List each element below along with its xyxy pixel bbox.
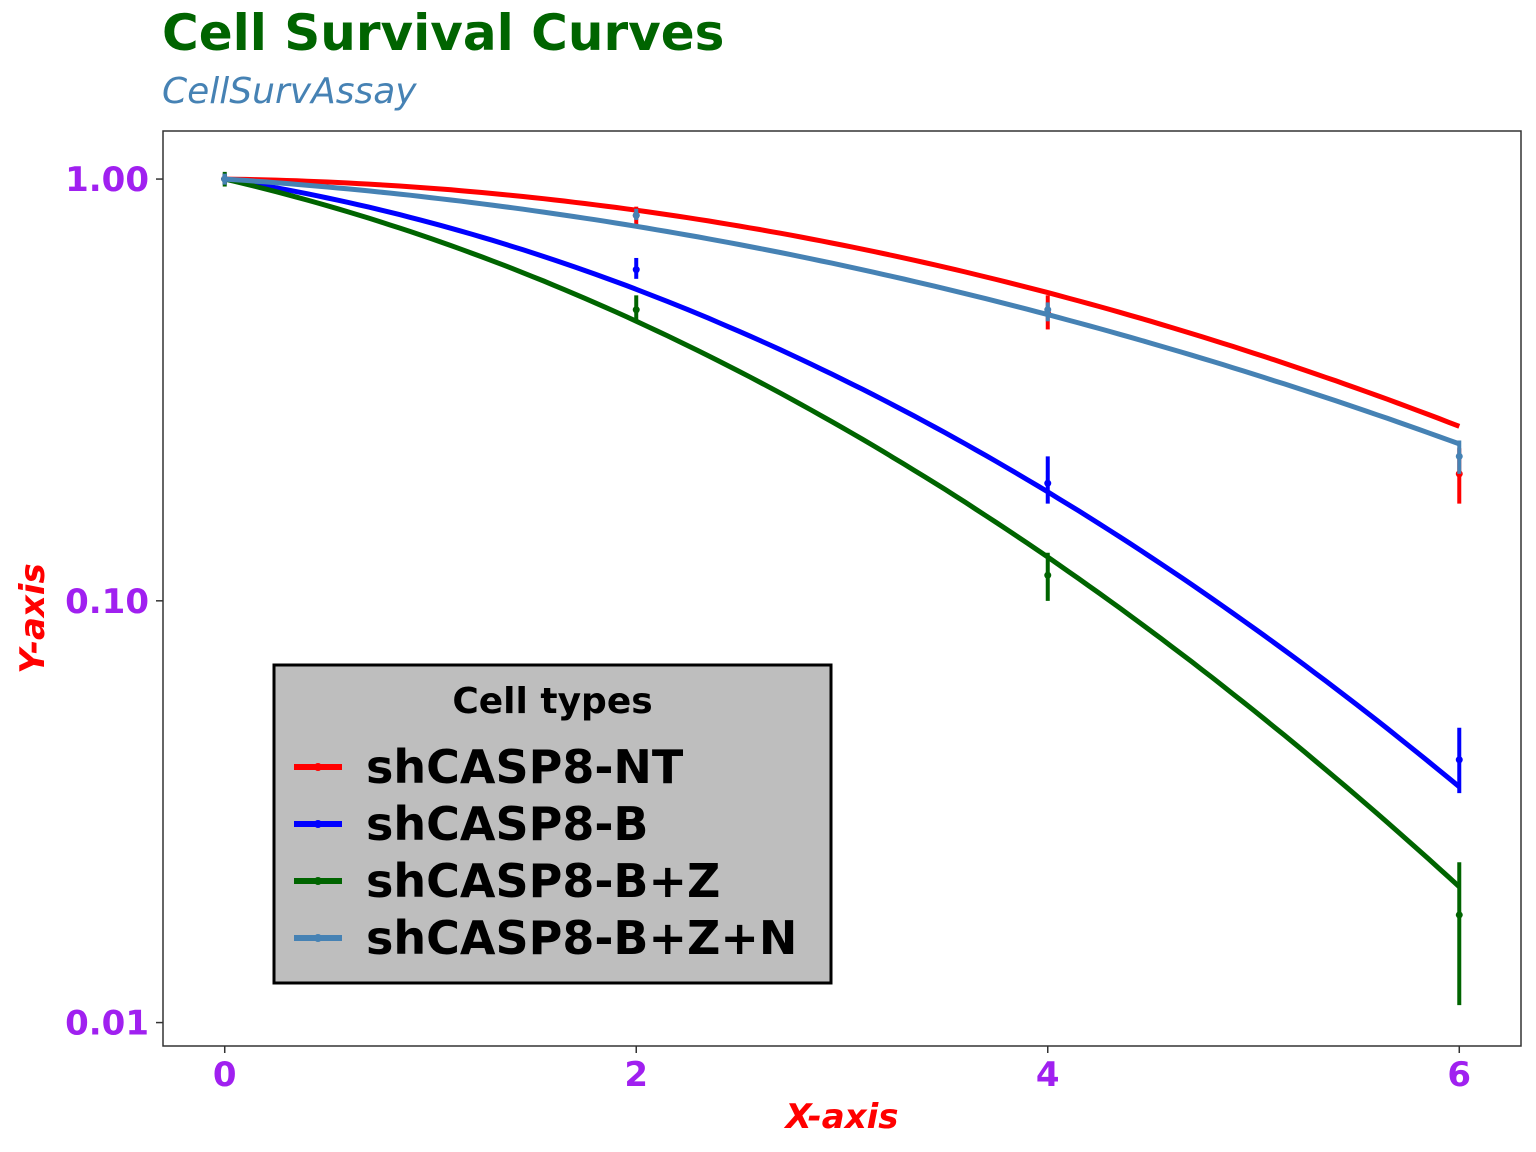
legend-label: shCASP8-B (366, 797, 649, 851)
data-point (1044, 306, 1052, 314)
chart-title: Cell Survival Curves (162, 4, 725, 62)
x-tick-label: 6 (1447, 1055, 1471, 1095)
legend-label: shCASP8-NT (366, 740, 684, 794)
legend-swatch-point (314, 763, 322, 771)
legend-swatch-point (314, 877, 322, 885)
series-line (224, 176, 1461, 447)
legend-swatch-point (314, 820, 322, 828)
legend-label: shCASP8-B+Z+N (366, 911, 797, 965)
y-axis-title: Y-axis (13, 563, 53, 674)
data-point (632, 211, 640, 219)
data-point (1044, 571, 1052, 579)
data-point (632, 306, 640, 314)
legend-box (272, 663, 833, 985)
series-line (224, 176, 1461, 789)
series-line (224, 176, 1461, 429)
data-point (632, 266, 640, 274)
y-tick-label: 0.01 (65, 1004, 149, 1044)
data-point (1044, 479, 1052, 487)
data-point (1455, 452, 1463, 460)
series-line (224, 176, 1461, 889)
data-point (221, 175, 229, 183)
x-tick-label: 0 (213, 1055, 237, 1095)
x-tick-label: 4 (1036, 1055, 1060, 1095)
x-axis-title: X-axis (783, 1097, 898, 1137)
legend-swatch-point (314, 934, 322, 942)
legend-label: shCASP8-B+Z (366, 854, 720, 908)
chart-subtitle: CellSurvAssay (162, 71, 417, 112)
legend-title: Cell types (452, 681, 652, 722)
data-point (1455, 911, 1463, 919)
y-tick-label: 1.00 (65, 160, 149, 200)
data-point (1455, 756, 1463, 764)
y-tick-label: 0.10 (65, 582, 149, 622)
x-tick-label: 2 (624, 1055, 648, 1095)
